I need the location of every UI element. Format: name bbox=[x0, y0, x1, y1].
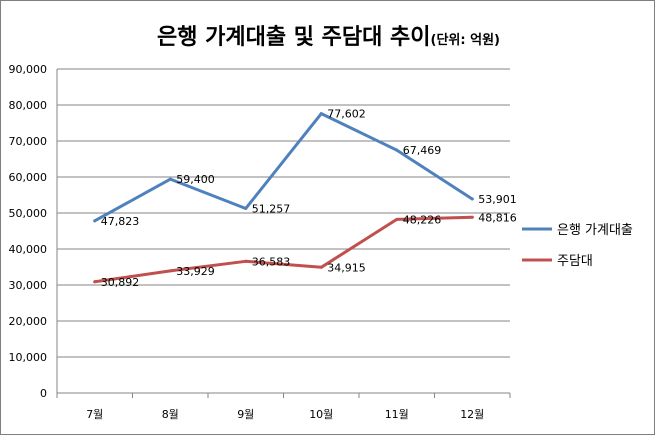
data-label: 34,915 bbox=[327, 261, 366, 274]
legend-label: 주담대 bbox=[557, 254, 593, 269]
x-tick-label: 12월 bbox=[460, 408, 484, 421]
y-tick-label: 50,000 bbox=[9, 207, 48, 220]
data-label: 48,226 bbox=[403, 213, 442, 226]
data-point bbox=[470, 197, 474, 201]
chart-title-block: 은행 가계대출 및 주담대 추이(단위: 억원) bbox=[1, 19, 655, 51]
data-label: 36,583 bbox=[252, 255, 291, 268]
data-point bbox=[93, 219, 97, 223]
y-tick-label: 20,000 bbox=[9, 315, 48, 328]
data-label: 67,469 bbox=[403, 144, 442, 157]
data-label: 30,892 bbox=[101, 276, 140, 289]
x-tick-label: 7월 bbox=[86, 408, 103, 421]
data-label: 53,901 bbox=[478, 193, 517, 206]
data-point bbox=[168, 269, 172, 273]
y-tick-label: 60,000 bbox=[9, 171, 48, 184]
data-point bbox=[93, 280, 97, 284]
chart-unit-note: (단위: 억원) bbox=[430, 33, 500, 48]
data-point bbox=[244, 206, 248, 210]
y-tick-label: 80,000 bbox=[9, 99, 48, 112]
data-point bbox=[470, 215, 474, 219]
series-line-1 bbox=[93, 112, 474, 223]
legend-label: 은행 가계대출 bbox=[557, 222, 633, 238]
x-tick-label: 11월 bbox=[385, 408, 409, 421]
data-point bbox=[319, 112, 323, 116]
series-line-2 bbox=[93, 215, 474, 284]
data-point bbox=[395, 148, 399, 152]
chart-title: 은행 가계대출 및 주담대 추이 bbox=[157, 25, 431, 50]
y-tick-label: 90,000 bbox=[9, 63, 48, 76]
data-point bbox=[395, 217, 399, 221]
y-tick-label: 10,000 bbox=[9, 351, 48, 364]
y-tick-label: 0 bbox=[40, 387, 47, 400]
data-label: 77,602 bbox=[327, 108, 366, 121]
y-tick-label: 30,000 bbox=[9, 279, 48, 292]
data-label: 33,929 bbox=[176, 265, 215, 278]
data-point bbox=[244, 259, 248, 263]
data-point bbox=[168, 177, 172, 181]
data-label: 59,400 bbox=[176, 173, 215, 186]
data-label: 48,816 bbox=[478, 211, 517, 224]
y-tick-label: 70,000 bbox=[9, 135, 48, 148]
data-label: 47,823 bbox=[101, 215, 140, 228]
data-point bbox=[319, 265, 323, 269]
x-tick-label: 9월 bbox=[237, 408, 254, 421]
y-tick-label: 40,000 bbox=[9, 243, 48, 256]
data-label: 51,257 bbox=[252, 202, 291, 215]
x-tick-label: 8월 bbox=[162, 408, 179, 421]
x-tick-label: 10월 bbox=[309, 408, 333, 421]
